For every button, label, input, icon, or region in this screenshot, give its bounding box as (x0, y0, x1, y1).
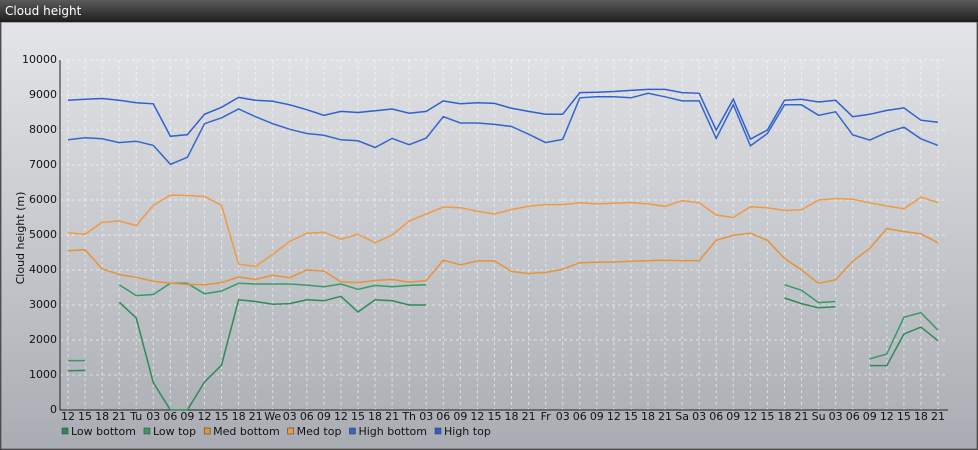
x-tick-label: 21 (522, 410, 536, 423)
x-tick-label: Tu (129, 410, 142, 423)
x-tick-label: 09 (180, 410, 194, 423)
x-tick-label: 03 (556, 410, 570, 423)
x-tick-label: 12 (470, 410, 484, 423)
legend-label: Low top (153, 425, 196, 438)
legend-label: Med top (297, 425, 342, 438)
x-tick-label: 18 (368, 410, 382, 423)
x-tick-label: 15 (351, 410, 365, 423)
series-line (67, 88, 939, 141)
x-tick-label: 21 (385, 410, 399, 423)
x-tick-label: Su (812, 410, 826, 423)
y-tick-label: 10000 (22, 53, 57, 66)
x-tick-label: 06 (573, 410, 587, 423)
x-tick-label: 09 (863, 410, 877, 423)
y-tick-label: 4000 (29, 263, 57, 276)
x-tick-label: 18 (232, 410, 246, 423)
legend-swatch (61, 427, 69, 435)
series-line (67, 295, 939, 411)
chart-title: Cloud height (5, 4, 82, 18)
legend-swatch (203, 427, 211, 435)
y-tick-label: 9000 (29, 88, 57, 101)
x-tick-label: 09 (317, 410, 331, 423)
y-tick-label: 6000 (29, 193, 57, 206)
x-tick-label: Sa (675, 410, 689, 423)
x-tick-label: 03 (829, 410, 843, 423)
legend-swatch (143, 427, 151, 435)
x-tick-label: Fr (541, 410, 552, 423)
x-tick-label: 21 (658, 410, 672, 423)
series-line (67, 92, 939, 166)
legend-label: Low bottom (71, 425, 136, 438)
x-tick-label: 12 (607, 410, 621, 423)
y-tick-label: 3000 (29, 298, 57, 311)
x-tick-label: 06 (709, 410, 723, 423)
x-tick-label: 12 (61, 410, 75, 423)
x-tick-label: 21 (795, 410, 809, 423)
x-tick-label: 18 (505, 410, 519, 423)
x-tick-label: 15 (78, 410, 92, 423)
y-tick-label: 2000 (29, 333, 57, 346)
x-tick-label: 18 (914, 410, 928, 423)
x-tick-label: 06 (163, 410, 177, 423)
x-tick-label: 06 (436, 410, 450, 423)
x-tick-label: 03 (283, 410, 297, 423)
x-tick-label: 03 (692, 410, 706, 423)
legend-label: High top (444, 425, 491, 438)
chart: Cloud height (m) 0 1000 2000 3000 4000 5000 60… (0, 22, 978, 450)
x-tick-label: 15 (215, 410, 229, 423)
legend-label: High bottom (358, 425, 427, 438)
series-line (67, 227, 939, 286)
legend-swatch (434, 427, 442, 435)
y-tick-label: 8000 (29, 123, 57, 136)
x-tick-label: 12 (880, 410, 894, 423)
x-tick-label: 12 (334, 410, 348, 423)
x-tick-label: 21 (931, 410, 945, 423)
x-tick-label: 03 (146, 410, 160, 423)
legend-label: Med bottom (213, 425, 280, 438)
x-tick-label: 09 (726, 410, 740, 423)
x-tick-label: 06 (300, 410, 314, 423)
legend-swatch (349, 427, 356, 435)
x-tick-label: 15 (897, 410, 911, 423)
x-tick-label: 09 (590, 410, 604, 423)
x-tick-label: 12 (197, 410, 211, 423)
legend-swatch (287, 427, 294, 435)
series-line (68, 282, 939, 362)
y-tick-label: 0 (50, 403, 57, 416)
x-tick-label: 09 (453, 410, 467, 423)
x-tick-label: 15 (760, 410, 774, 423)
x-tick-label: 15 (487, 410, 501, 423)
y-tick-label: 5000 (29, 228, 57, 241)
x-tick-label: 21 (249, 410, 263, 423)
title-bar: Cloud height (0, 0, 978, 22)
y-axis-label: Cloud height (m) (14, 192, 27, 285)
x-tick-label: We (264, 410, 281, 423)
x-tick-label: Th (401, 410, 416, 423)
y-tick-label: 1000 (29, 368, 57, 381)
x-tick-label: 18 (641, 410, 655, 423)
series-line (67, 194, 939, 268)
y-tick-label: 7000 (29, 158, 57, 171)
x-tick-label: 21 (112, 410, 126, 423)
x-tick-label: 12 (743, 410, 757, 423)
x-tick-label: 06 (846, 410, 860, 423)
x-tick-label: 18 (777, 410, 791, 423)
x-tick-label: 18 (95, 410, 109, 423)
x-tick-label: 03 (419, 410, 433, 423)
x-tick-label: 15 (624, 410, 638, 423)
